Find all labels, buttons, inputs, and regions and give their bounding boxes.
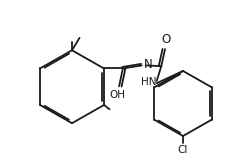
Text: O: O — [160, 33, 170, 46]
Text: N: N — [144, 58, 152, 71]
Text: OH: OH — [110, 90, 125, 100]
Text: Cl: Cl — [177, 145, 188, 155]
Text: HN: HN — [140, 77, 156, 87]
